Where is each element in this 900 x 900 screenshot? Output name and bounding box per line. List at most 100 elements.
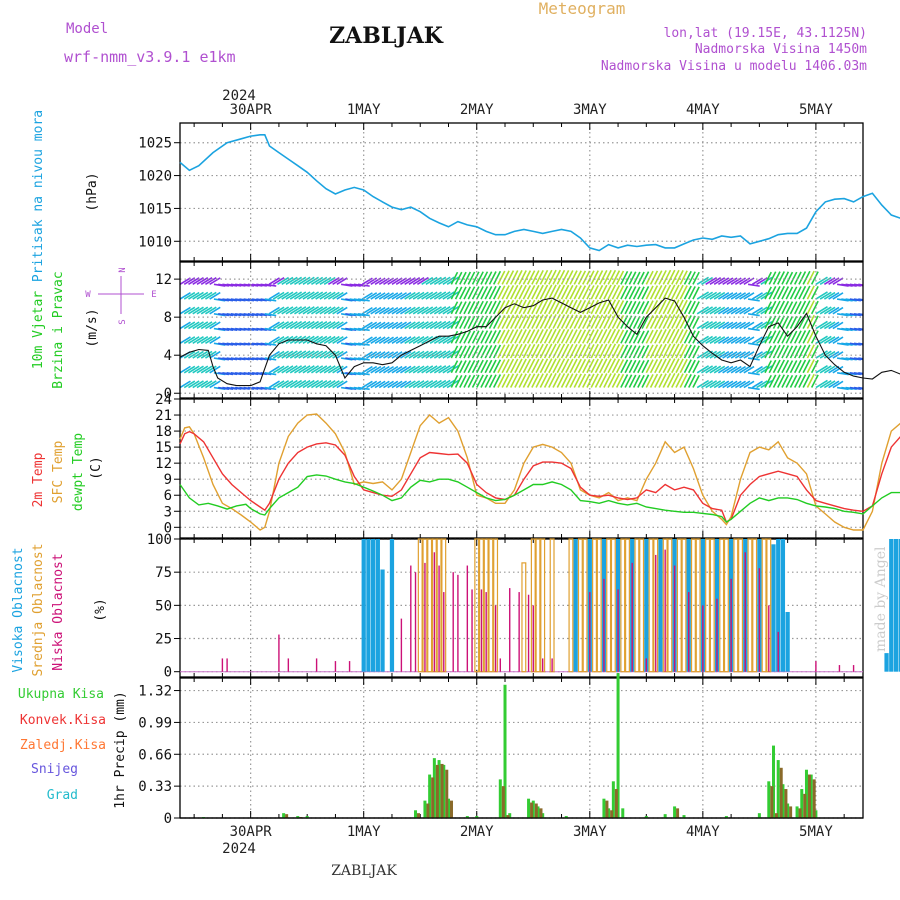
wind-barb [412, 380, 425, 389]
wind-barb [294, 365, 307, 374]
wind-barb [442, 306, 455, 315]
wind-barb [281, 350, 294, 359]
wind-barb [535, 343, 544, 359]
wind-barb [806, 270, 815, 285]
wind-barb [671, 328, 680, 344]
wind-barb [294, 379, 307, 389]
wind-barb [781, 315, 790, 329]
wind-barb [789, 301, 798, 315]
wind-barb [471, 345, 480, 359]
wind-barb [311, 350, 324, 359]
wind-barb [450, 345, 459, 359]
total-precip-bar [776, 760, 780, 818]
wind-barb [522, 343, 532, 359]
wind-barb [730, 277, 742, 286]
wind-barb [421, 306, 434, 315]
wind-barb [200, 306, 213, 315]
wind-barb [730, 292, 742, 300]
wind-barb [637, 315, 645, 329]
wind-barb [810, 330, 819, 344]
wind-barb [582, 314, 591, 329]
wind-barb [611, 284, 621, 300]
wind-barb [327, 335, 340, 344]
y-tick-label: 12 [155, 456, 172, 472]
wind-barb [701, 365, 714, 374]
wind-barb [518, 284, 527, 300]
bottom-day-label: 1MAY [347, 824, 381, 840]
wind-barb [688, 374, 696, 388]
wind-barb [378, 321, 390, 330]
wind-barb [810, 359, 819, 374]
legend-snow: Snijeg [31, 762, 78, 777]
wind-barb [285, 306, 298, 315]
wind-barb [594, 270, 604, 285]
wind-barb [598, 358, 608, 374]
wind-barb [332, 291, 344, 300]
wind-barb [370, 365, 382, 374]
wind-barb [450, 301, 459, 315]
wind-barb [539, 269, 549, 285]
wind-barb [480, 330, 489, 344]
wind-barb [480, 271, 489, 285]
wind-barb [806, 329, 815, 344]
wind-barb [666, 372, 676, 388]
wind-barb [815, 320, 828, 330]
wind-barb [781, 330, 790, 344]
wind-barb [192, 380, 204, 389]
wind-barb [277, 350, 290, 359]
wind-barb [705, 335, 718, 344]
wind-barb [772, 300, 781, 315]
wind-barb [450, 316, 459, 329]
wind-barb [615, 359, 625, 374]
wind-barb [615, 285, 625, 300]
wind-barb [429, 320, 442, 330]
legend-frozen-precip: Zaledj.Kisa [20, 738, 106, 753]
mid-cloud-bar [695, 538, 701, 673]
wind-barb [180, 336, 191, 344]
wind-barb [862, 372, 863, 374]
mid-cloud-bar [488, 538, 494, 673]
wind-barb [467, 271, 476, 285]
wind-barb [556, 284, 566, 300]
wind-barb [798, 344, 807, 359]
wind-barb [514, 270, 523, 285]
wind-barb [463, 286, 472, 300]
high-cloud-bar [380, 569, 385, 672]
wind-barb [416, 335, 429, 344]
wind-barb [277, 335, 290, 344]
total-precip-bar [503, 684, 507, 818]
wind-barb [463, 271, 472, 285]
wind-barb [497, 373, 506, 388]
wind-barb [679, 270, 688, 285]
wind-barb [492, 300, 502, 315]
wind-barb [408, 365, 421, 374]
wind-barb [582, 329, 591, 344]
wind-barb [412, 291, 425, 300]
wind-barb [408, 321, 421, 330]
y-tick-label: 0.99 [138, 715, 172, 731]
wind-barb [730, 351, 742, 359]
conv-precip-bar [431, 777, 435, 818]
wind-barb [671, 314, 680, 329]
wind-barb [582, 344, 591, 359]
wind-barb [590, 284, 599, 300]
mid-cloud-bar [417, 538, 423, 673]
wind-barb [467, 301, 476, 315]
y-tick-label: 1020 [138, 169, 172, 185]
wind-barb [509, 314, 519, 329]
wind-barb [726, 321, 738, 330]
wind-barb [726, 380, 738, 389]
bottom-day-label: 2MAY [460, 824, 494, 840]
wind-barb [196, 306, 209, 315]
wind-barb [514, 284, 523, 300]
wind-barb [810, 344, 819, 359]
wind-barb [654, 373, 663, 388]
wind-barb [425, 321, 438, 330]
total-precip-bar [414, 810, 418, 818]
wind-barb [433, 306, 447, 315]
conv-precip-bar [614, 789, 618, 818]
mid-cloud-bar [610, 538, 616, 673]
wind-barb [666, 284, 676, 300]
wind-barb [586, 329, 595, 344]
wind-barb [501, 314, 510, 329]
